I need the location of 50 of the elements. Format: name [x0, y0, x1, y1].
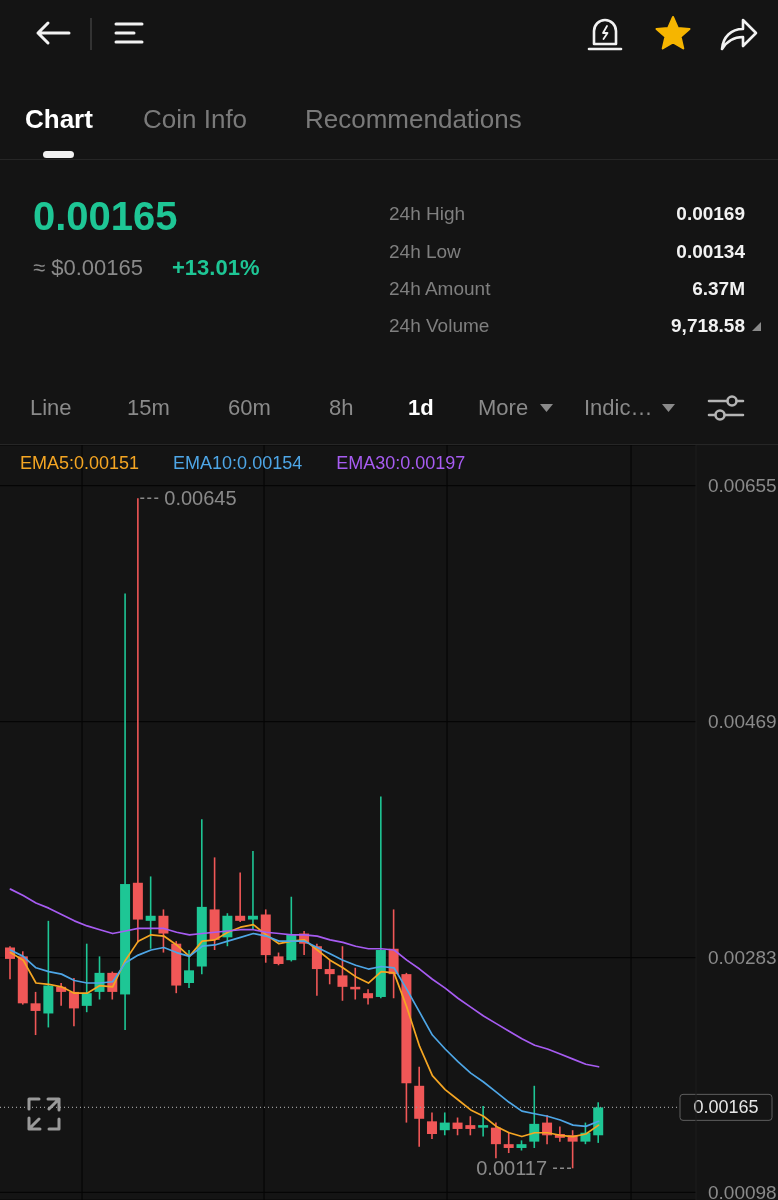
text: 0.00134	[676, 240, 745, 264]
text: EMA5:0.00151	[20, 452, 140, 474]
candlestick	[478, 1105, 489, 1138]
candlestick	[247, 850, 258, 931]
candlestick	[235, 871, 246, 923]
text: Recommendations	[305, 104, 522, 136]
text: 24h Low	[389, 240, 461, 264]
text: 9,718.58	[671, 314, 745, 338]
text: 0.00165	[693, 1097, 759, 1118]
y-tick-label: 0.00655	[708, 475, 777, 497]
candlestick	[324, 959, 335, 986]
text: EMA10:0.00154	[173, 452, 303, 474]
candlestick	[81, 942, 92, 1013]
y-tick-label: 0.00283	[708, 947, 777, 969]
text: Indic…	[584, 394, 653, 422]
y-tick-label: 0.00469	[708, 711, 777, 733]
text: Line	[30, 394, 72, 422]
annotation: 0.00117	[476, 1157, 548, 1180]
candlestick	[184, 949, 195, 989]
text: More	[478, 394, 529, 422]
text: +13.01%	[172, 254, 260, 282]
text: 24h Volume	[389, 314, 490, 338]
text: 24h High	[389, 202, 466, 226]
candlestick	[426, 1111, 437, 1140]
candlestick	[363, 988, 374, 1006]
text: 0.00169	[676, 202, 745, 226]
text: 6.37M	[692, 277, 745, 301]
candlestick	[529, 1085, 540, 1149]
annotation: 0.00645	[164, 487, 237, 510]
text: 24h Amount	[389, 277, 491, 301]
line-series	[9, 888, 600, 1068]
text: 0.00165	[33, 193, 178, 240]
text: 60m	[228, 394, 271, 422]
text: EMA30:0.00197	[336, 452, 466, 474]
text: 1d	[408, 394, 434, 422]
candlestick	[158, 908, 169, 954]
candlestick	[503, 1131, 514, 1154]
text: 15m	[127, 394, 170, 422]
candlestick	[465, 1115, 476, 1137]
candlestick	[145, 875, 156, 950]
candlestick	[337, 945, 348, 1002]
text: 8h	[329, 394, 354, 422]
candlestick	[439, 1111, 450, 1137]
text: ≈ $0.00165	[33, 254, 143, 282]
candlestick	[30, 991, 41, 1036]
text: Chart	[25, 104, 93, 136]
text: Coin Info	[143, 104, 248, 136]
y-tick-label: 0.00098	[708, 1182, 777, 1200]
candlestick	[490, 1121, 501, 1159]
candlestick	[132, 497, 143, 944]
